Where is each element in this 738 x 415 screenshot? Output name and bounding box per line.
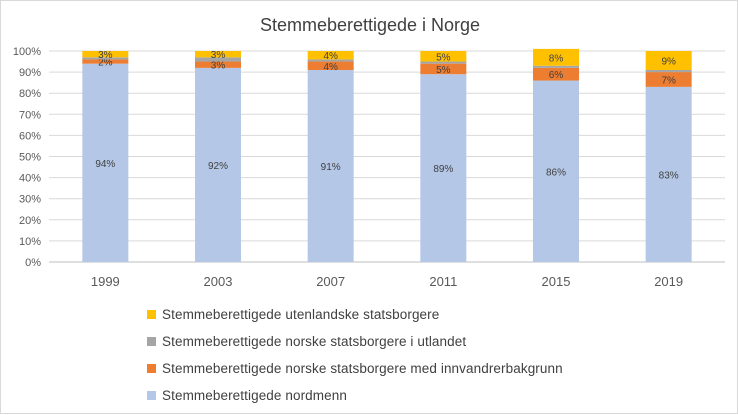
legend-item: Stemmeberettigede nordmenn xyxy=(147,382,563,409)
data-label: 8% xyxy=(549,53,564,64)
chart-legend: Stemmeberettigede utenlandske statsborge… xyxy=(147,301,563,409)
x-tick-label: 2019 xyxy=(654,274,683,289)
y-tick-label: 60% xyxy=(19,130,41,142)
bar-segment xyxy=(195,51,241,58)
legend-item: Stemmeberettigede utenlandske statsborge… xyxy=(147,301,563,328)
bar-stacks: 94%2%3%92%3%3%91%4%4%89%5%5%86%6%8%83%7%… xyxy=(82,48,692,263)
data-label: 92% xyxy=(208,161,228,172)
bar-segment xyxy=(533,48,579,66)
y-tick-label: 90% xyxy=(19,67,41,79)
bar-segment xyxy=(533,67,579,81)
bar-segment xyxy=(645,51,692,70)
legend-label: Stemmeberettigede utenlandske statsborge… xyxy=(162,307,440,322)
data-label: 83% xyxy=(659,170,679,181)
data-label: 9% xyxy=(661,56,676,67)
legend-item: Stemmeberettigede norske statsborgere i … xyxy=(147,328,563,355)
x-axis-tick-labels: 1999 2003 2007 2011 2015 2019 xyxy=(91,274,683,289)
legend-swatch xyxy=(147,391,156,400)
bar-stack: 83% 7% 9% xyxy=(645,51,692,263)
data-label: 91% xyxy=(321,162,341,173)
y-tick-label: 30% xyxy=(19,194,41,206)
bar-segment xyxy=(195,67,241,262)
data-label: 89% xyxy=(433,164,453,175)
bar-segment xyxy=(420,61,467,64)
data-label: 2% xyxy=(98,58,113,69)
legend-label: Stemmeberettigede nordmenn xyxy=(162,388,347,403)
data-label: 5% xyxy=(436,52,451,63)
x-tick-label: 2007 xyxy=(316,274,345,289)
bar-segment xyxy=(82,63,129,262)
bar-segment xyxy=(533,65,579,68)
bar-segment xyxy=(645,86,692,263)
data-label: 6% xyxy=(549,70,564,81)
bar-segment xyxy=(307,59,354,62)
legend-swatch xyxy=(147,310,156,319)
bar-segment xyxy=(533,80,579,262)
bar-segment xyxy=(195,61,241,68)
y-tick-label: 10% xyxy=(19,236,41,248)
legend-item: Stemmeberettigede norske statsborgere me… xyxy=(147,355,563,382)
data-label: 3% xyxy=(211,50,226,61)
bar-stack: 92% 3%3% xyxy=(195,50,241,262)
bar-segment xyxy=(307,61,354,70)
gridlines xyxy=(49,50,725,263)
bar-segment xyxy=(307,69,354,263)
bar-segment xyxy=(645,69,692,73)
bar-stack: 94% 2%3% xyxy=(82,50,129,262)
legend-swatch xyxy=(147,364,156,373)
bar-segment xyxy=(195,57,241,62)
data-label: 4% xyxy=(323,62,338,73)
bar-stack: 91% 4%4% xyxy=(307,51,354,263)
y-axis-tick-labels: 0% 10% 20% 30% 40% 50% 60% 70% 80% 90% 100% xyxy=(13,46,41,269)
x-tick-label: 2003 xyxy=(204,274,233,289)
bar-segment xyxy=(82,57,129,60)
y-tick-label: 20% xyxy=(19,215,41,227)
data-label: 86% xyxy=(546,167,566,178)
legend-swatch xyxy=(147,337,156,346)
x-tick-label: 2015 xyxy=(542,274,571,289)
data-label: 4% xyxy=(323,51,338,62)
bar-segment xyxy=(420,74,467,263)
bar-segment xyxy=(82,59,129,64)
legend-label: Stemmeberettigede norske statsborgere me… xyxy=(162,361,563,376)
bar-segment xyxy=(420,51,467,62)
bar-segment xyxy=(82,51,129,58)
data-label: 3% xyxy=(211,61,226,72)
bar-stack: 89% 5% 5% xyxy=(420,51,467,263)
y-tick-label: 40% xyxy=(19,173,41,185)
bar-segment xyxy=(420,63,467,75)
legend-label: Stemmeberettigede norske statsborgere i … xyxy=(162,334,467,349)
chart-title: Stemmeberettigede i Norge xyxy=(260,15,480,35)
data-label: 5% xyxy=(436,65,451,76)
x-tick-label: 2011 xyxy=(429,274,457,289)
y-tick-label: 80% xyxy=(19,88,41,100)
bar-segment xyxy=(645,72,692,87)
data-label: 3% xyxy=(98,50,113,61)
y-tick-label: 0% xyxy=(25,257,41,269)
y-tick-label: 50% xyxy=(19,152,41,164)
x-tick-label: 1999 xyxy=(91,274,120,289)
bar-segment xyxy=(307,51,354,60)
y-tick-label: 70% xyxy=(19,109,41,121)
data-label: 7% xyxy=(661,75,676,86)
bar-stack: 86% 6% 8% xyxy=(533,48,579,262)
data-label: 94% xyxy=(95,159,115,170)
y-tick-label: 100% xyxy=(13,46,41,58)
